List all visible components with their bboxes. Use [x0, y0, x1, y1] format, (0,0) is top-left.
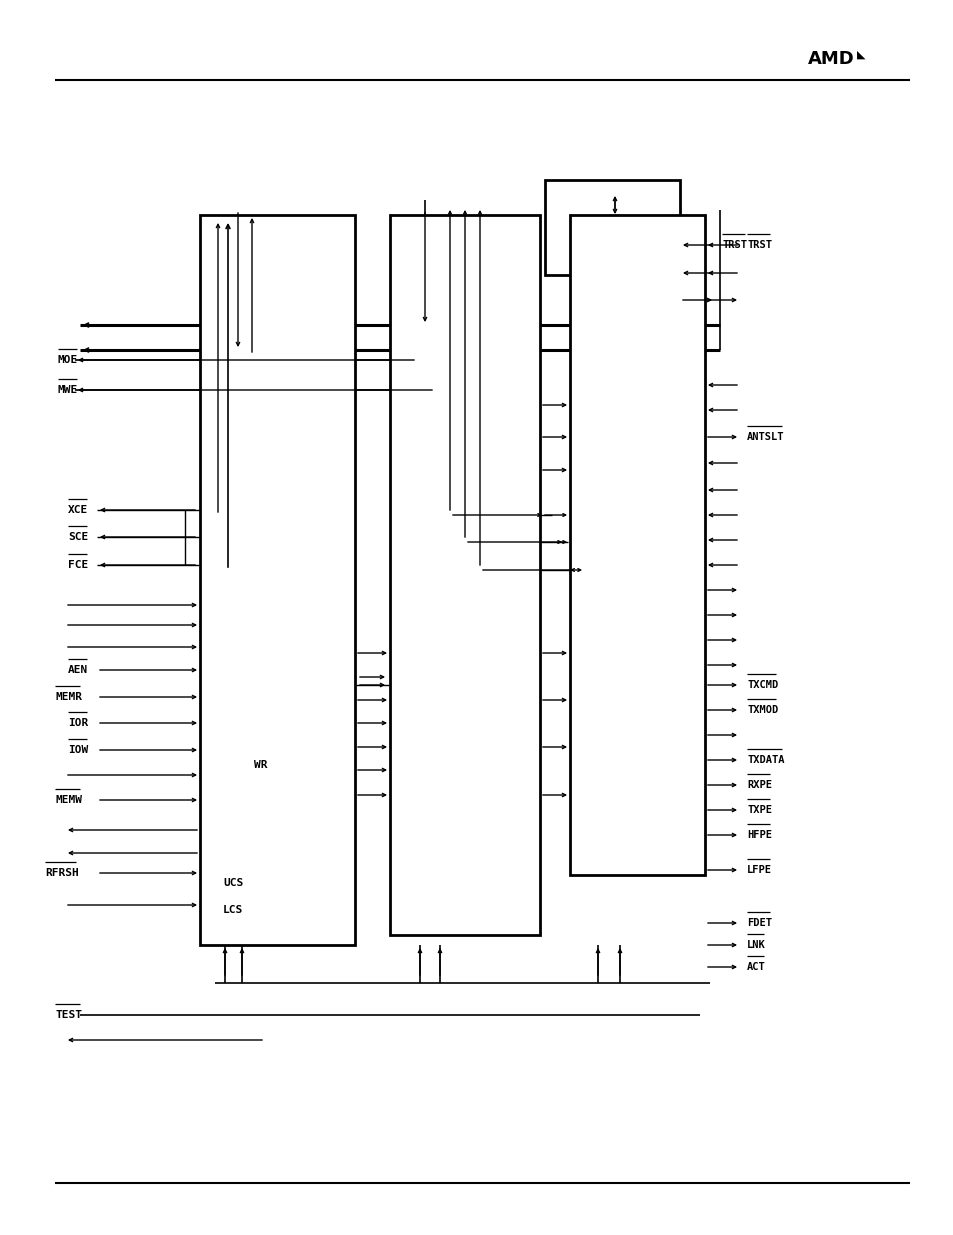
Text: TXPE: TXPE [746, 805, 771, 815]
Text: TRST: TRST [746, 240, 771, 249]
Bar [390, 215, 539, 935]
Text: TRST: TRST [721, 240, 746, 249]
Text: RFRSH: RFRSH [45, 868, 79, 878]
Text: AEN: AEN [68, 664, 89, 676]
Text: MEMR: MEMR [55, 692, 82, 701]
Text: TXDATA: TXDATA [746, 755, 783, 764]
Text: LCS: LCS [223, 905, 243, 915]
Bar [200, 215, 355, 945]
Text: TXCMD: TXCMD [746, 680, 778, 690]
Text: AMD: AMD [807, 49, 854, 68]
Text: ACT: ACT [746, 962, 765, 972]
Text: ANTSLT: ANTSLT [746, 432, 783, 442]
Bar [544, 180, 679, 275]
Text: FCE: FCE [68, 559, 89, 571]
Text: MEMW: MEMW [55, 795, 82, 805]
Text: UCS: UCS [223, 878, 243, 888]
Text: HFPE: HFPE [746, 830, 771, 840]
Text: WR: WR [254, 760, 268, 769]
Text: TEST: TEST [55, 1010, 82, 1020]
Text: MWE: MWE [58, 385, 78, 395]
Text: ◣: ◣ [856, 49, 864, 61]
Text: LNK: LNK [746, 940, 765, 950]
Text: RXPE: RXPE [746, 781, 771, 790]
Text: IOR: IOR [68, 718, 89, 727]
Text: SCE: SCE [68, 532, 89, 542]
Text: FDET: FDET [746, 918, 771, 927]
Bar [569, 215, 704, 876]
Text: MOE: MOE [58, 354, 78, 366]
Text: TXMOD: TXMOD [746, 705, 778, 715]
Text: LFPE: LFPE [746, 864, 771, 876]
Text: XCE: XCE [68, 505, 89, 515]
Text: IOW: IOW [68, 745, 89, 755]
